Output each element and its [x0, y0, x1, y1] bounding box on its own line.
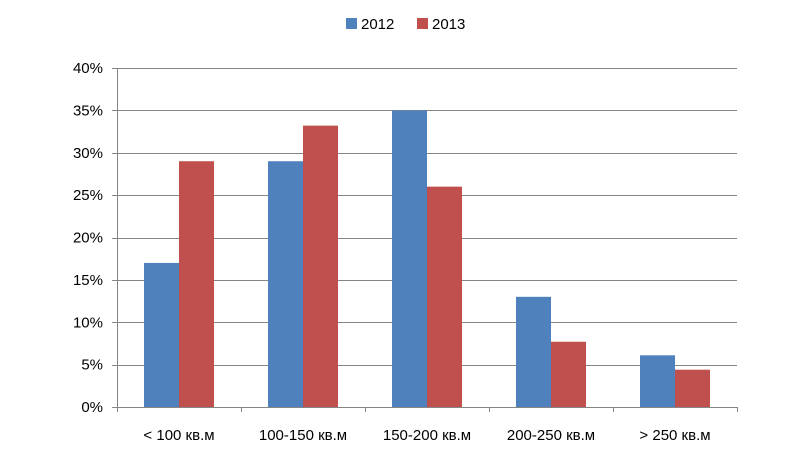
legend-label-2013: 2013	[432, 16, 465, 33]
bar-2013-1	[303, 125, 338, 407]
y-tick-label: 20%	[73, 230, 103, 247]
bar-2013-0	[179, 161, 214, 407]
y-tick-label: 30%	[73, 145, 103, 162]
legend-swatch-2013	[417, 18, 428, 29]
y-tick-label: 5%	[81, 357, 103, 374]
x-category-labels: < 100 кв.м 100-150 кв.м 150-200 кв.м 200-25…	[143, 427, 710, 444]
bar-2012-2	[392, 110, 427, 407]
axes	[117, 68, 738, 412]
bar-2012-0	[144, 262, 179, 407]
x-category-label: > 250 кв.м	[639, 427, 710, 444]
y-tick-label: 0%	[81, 399, 103, 416]
y-tick-label: 40%	[73, 60, 103, 77]
bar-2012-4	[640, 355, 675, 407]
x-category-label: < 100 кв.м	[143, 427, 214, 444]
y-tick-label: 25%	[73, 187, 103, 204]
legend-label-2012: 2012	[361, 16, 394, 33]
bar-2013-4	[675, 369, 710, 407]
bar-2012-3	[516, 296, 551, 407]
bars	[144, 110, 710, 407]
x-category-label: 150-200 кв.м	[383, 427, 471, 444]
bar-2012-1	[268, 161, 303, 407]
y-tick-label: 10%	[73, 314, 103, 331]
bar-2013-2	[427, 186, 462, 407]
legend-swatch-2012	[346, 18, 357, 29]
x-category-label: 100-150 кв.м	[259, 427, 347, 444]
y-tick-labels: 0% 5% 10% 15% 20% 25% 30% 35% 40%	[73, 60, 117, 416]
y-tick-label: 35%	[73, 102, 103, 119]
legend: 2012 2013	[346, 16, 465, 33]
bar-2013-3	[551, 341, 586, 407]
y-tick-label: 15%	[73, 272, 103, 289]
x-category-label: 200-250 кв.м	[507, 427, 595, 444]
